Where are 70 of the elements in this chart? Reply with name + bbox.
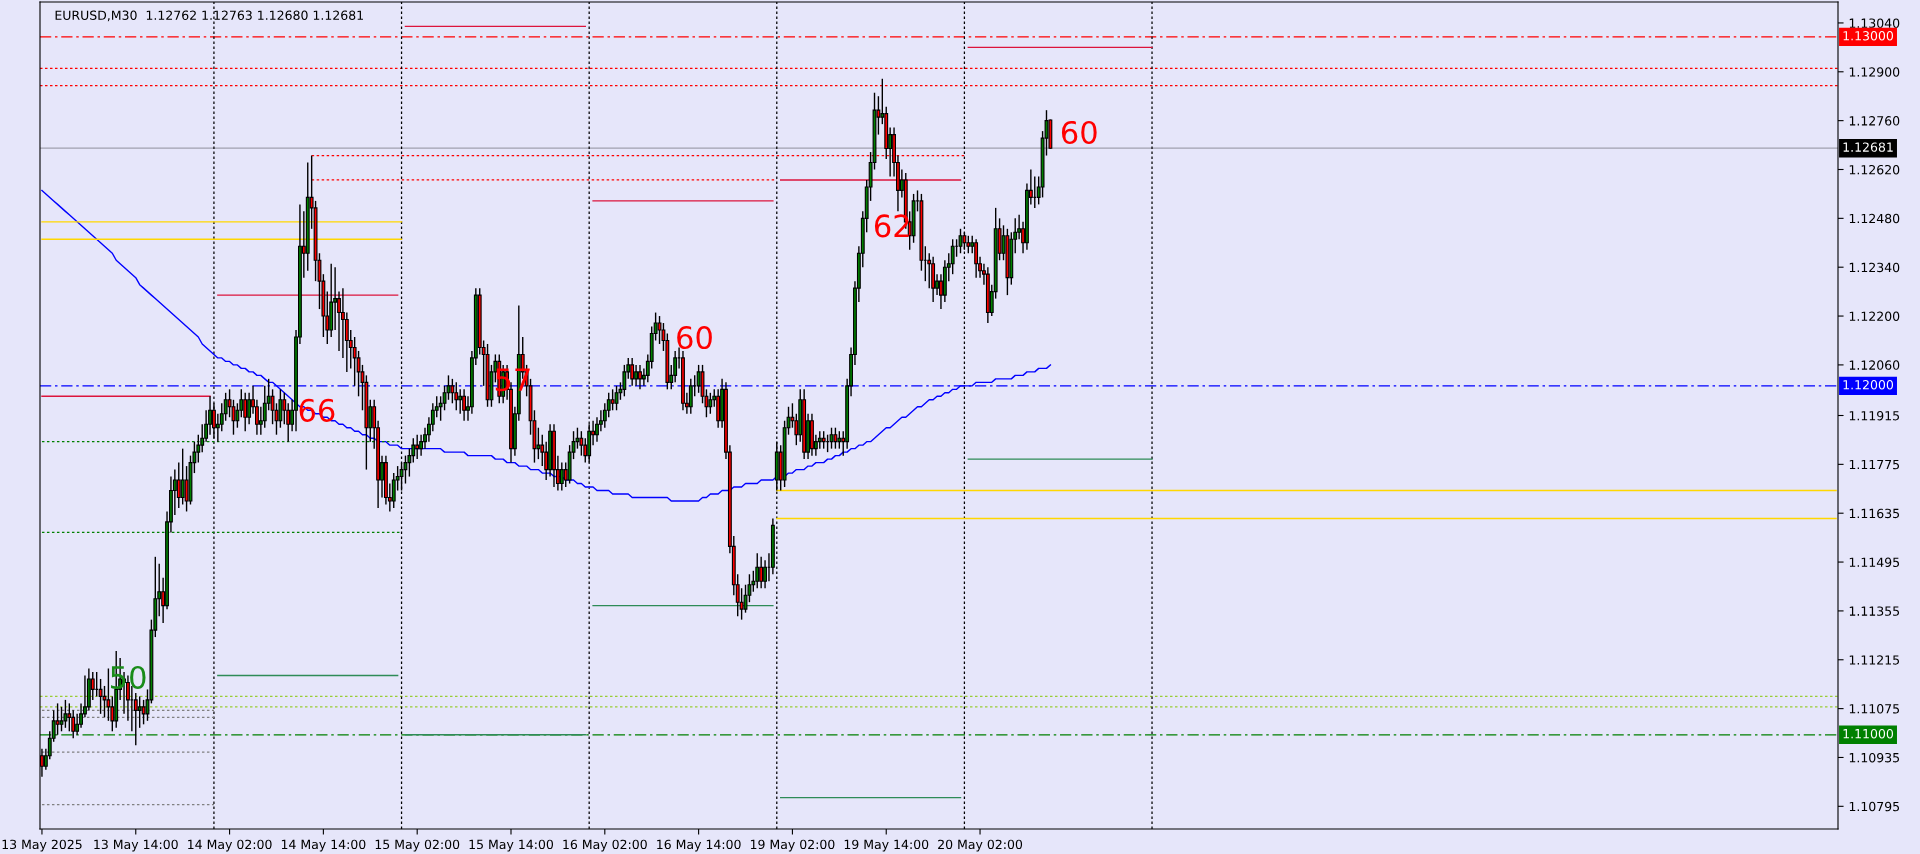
candlestick — [610, 388, 615, 411]
candlestick — [833, 427, 838, 450]
candlestick — [223, 392, 228, 422]
y-tick-label: 1.12200 — [1849, 311, 1900, 321]
candlestick — [829, 427, 834, 450]
y-tick-label: 1.11075 — [1849, 704, 1900, 714]
candlestick — [98, 678, 103, 715]
candlestick — [688, 378, 693, 415]
candlestick — [708, 392, 713, 415]
candlestick — [614, 385, 619, 411]
candlestick — [739, 587, 744, 621]
x-tick-label: 14 May 02:00 — [188, 839, 272, 852]
y-tick-label: 1.10795 — [1849, 801, 1900, 812]
x-tick-label: 19 May 14:00 — [844, 839, 929, 852]
candlestick — [974, 238, 979, 279]
annotation: 60 — [677, 326, 712, 350]
candlestick — [67, 702, 72, 732]
y-tick-label: 1.12060 — [1849, 360, 1900, 370]
x-tick-label: 14 May 14:00 — [281, 839, 366, 852]
candlestick — [462, 388, 467, 422]
candlestick — [634, 364, 638, 387]
candlestick — [755, 552, 760, 589]
y-tick-label: 1.13040 — [1849, 18, 1900, 28]
candlestick — [282, 392, 287, 425]
x-tick-label: 20 May 02:00 — [938, 839, 1023, 852]
candlestick — [180, 447, 185, 506]
y-tick-label: 1.10935 — [1849, 752, 1900, 763]
candlestick — [579, 430, 584, 457]
y-tick-label: 1.11495 — [1849, 557, 1900, 567]
x-tick-label: 19 May 02:00 — [750, 839, 835, 852]
y-tick-label: 1.11775 — [1849, 459, 1900, 470]
x-tick-label: 13 May 14:00 — [94, 839, 178, 852]
y-tick-label: 1.12900 — [1849, 67, 1900, 77]
candlestick — [415, 433, 420, 460]
x-tick-label: 13 May 2025 — [2, 839, 82, 852]
ref-line-label: 1.13000 — [1843, 31, 1894, 41]
y-tick-label: 1.12340 — [1849, 262, 1900, 273]
candlestick — [759, 556, 764, 589]
candlestick — [63, 699, 68, 729]
x-tick-label: 15 May 02:00 — [375, 839, 460, 852]
ref-line-label: 1.12681 — [1843, 142, 1893, 152]
y-tick-label: 1.11635 — [1849, 508, 1900, 519]
annotation: 60 — [1061, 120, 1097, 145]
x-tick-label: 16 May 02:00 — [563, 839, 647, 852]
y-tick-label: 1.11355 — [1849, 606, 1900, 616]
ref-line-label: 1.11000 — [1843, 728, 1894, 739]
candlestick — [696, 364, 701, 394]
y-tick-label: 1.11915 — [1849, 410, 1900, 421]
y-tick-label: 1.12480 — [1849, 213, 1900, 224]
candlestick — [559, 461, 564, 492]
y-tick-label: 1.11215 — [1849, 655, 1900, 665]
candlestick — [950, 238, 955, 275]
candlestick — [458, 388, 463, 415]
text: EURUSD,M30 1.12762 1.12763 1.12680 1.12681 — [55, 10, 363, 22]
candlestick — [55, 702, 60, 736]
x-tick-label: 15 May 14:00 — [469, 839, 554, 852]
y-tick-label: 1.12760 — [1849, 116, 1900, 126]
candlestick — [106, 667, 111, 722]
candlestick — [622, 364, 627, 398]
candlestick — [235, 402, 240, 429]
candlestick — [630, 357, 635, 387]
candlestick — [638, 364, 642, 391]
candlestick — [137, 695, 142, 729]
candlestick — [243, 392, 248, 432]
y-tick-label: 1.12620 — [1849, 164, 1900, 175]
candlestick — [454, 381, 459, 411]
x-tick-label: 16 May 14:00 — [657, 839, 741, 852]
ref-line-label: 1.12000 — [1843, 380, 1894, 390]
candlestick — [450, 378, 455, 404]
candlestick — [958, 228, 963, 254]
